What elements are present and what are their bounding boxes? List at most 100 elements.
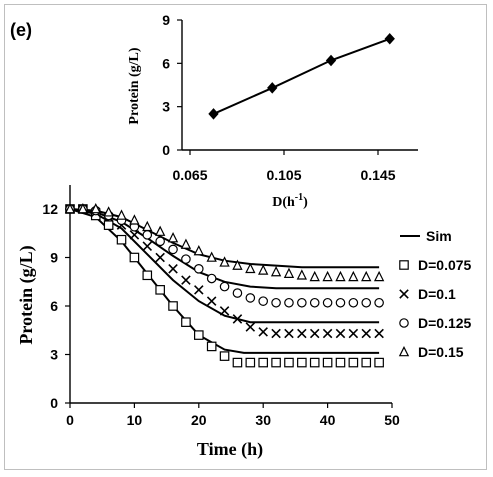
data-point-triangle [373, 270, 385, 282]
data-point-triangle [296, 269, 308, 280]
legend-marker-x [399, 289, 409, 299]
data-point-square [335, 357, 346, 368]
data-point-square [194, 330, 204, 340]
data-point-square [258, 357, 268, 368]
data-point-circle [194, 264, 204, 274]
data-point-x [194, 285, 204, 295]
data-point-square [219, 351, 230, 361]
inset-data-point-diamond [208, 108, 219, 120]
main-chart: Protein (g/L) Time (h) 0 10 20 30 40 50 0 3 6 9 12… [16, 185, 472, 460]
inset-y-axis-label: Protein (g/L) [127, 47, 142, 124]
data-point-triangle [270, 266, 282, 277]
data-point-circle [232, 288, 243, 298]
inset-x-tick-label: 0.145 [360, 167, 395, 183]
legend-label: D=0.1 [418, 286, 456, 302]
data-point-circle [335, 297, 346, 308]
data-point-circle [206, 273, 217, 284]
legend: Sim D=0.075 D=0.1 D=0.125 D=0.15 [398, 228, 472, 360]
data-point-circle [271, 297, 281, 308]
data-point-x [168, 264, 178, 274]
data-point-circle [297, 297, 307, 308]
data-point-square [168, 301, 178, 311]
main-x-tick-label: 0 [66, 412, 74, 428]
data-point-circle [168, 244, 178, 255]
data-point-triangle [309, 270, 320, 282]
data-point-square [284, 357, 294, 368]
main-x-axis-label: Time (h) [197, 439, 263, 460]
data-point-triangle [283, 267, 295, 278]
inset-data-point-diamond [325, 54, 337, 67]
inset-data-point-diamond [384, 33, 395, 45]
legend-marker-triangle [398, 345, 410, 357]
data-point-x [284, 328, 294, 339]
data-point-square [374, 357, 384, 368]
sim-line [69, 208, 380, 290]
data-point-triangle [361, 270, 372, 282]
data-point-circle [309, 297, 320, 308]
data-point-x [245, 322, 256, 332]
data-point-triangle [258, 264, 269, 275]
data-point-square [297, 357, 307, 368]
inset-y-tick-label: 6 [162, 55, 170, 71]
data-point-triangle [167, 232, 179, 243]
data-point-circle [322, 297, 333, 308]
data-point-x [219, 306, 230, 316]
inset-line [213, 37, 391, 115]
data-point-x [181, 275, 191, 285]
data-point-triangle [193, 244, 204, 256]
legend-label: Sim [426, 228, 452, 244]
data-point-square [129, 252, 140, 263]
data-point-x [309, 328, 320, 339]
data-point-triangle [322, 270, 333, 282]
inset-chart: Protein (g/L) D(h-1) 0.065 0.105 0.145 0 3 6 9 [127, 12, 418, 210]
inset-data-point-diamond [267, 82, 278, 94]
data-point-x [258, 327, 268, 337]
data-point-x [271, 328, 281, 339]
data-point-square [232, 357, 243, 368]
data-point-square [181, 317, 191, 327]
data-point-triangle [232, 259, 243, 270]
panel-label: (e) [10, 20, 32, 40]
data-point-triangle [129, 214, 140, 225]
data-point-x [374, 328, 384, 339]
data-point-triangle [116, 209, 127, 220]
legend-marker-circle [399, 318, 409, 328]
inset-x-tick-label: 0.105 [266, 167, 301, 183]
data-point-circle [361, 297, 372, 308]
data-point-triangle [180, 238, 192, 249]
data-point-x [142, 241, 153, 251]
data-point-x [361, 328, 372, 339]
main-y-tick-label: 6 [50, 298, 58, 314]
data-point-x [232, 314, 243, 324]
data-point-circle [181, 254, 191, 264]
data-point-triangle [64, 202, 76, 214]
data-point-triangle [206, 251, 217, 262]
data-point-triangle [142, 220, 153, 232]
inset-y-tick-label: 9 [162, 12, 170, 28]
figure-frame [4, 4, 487, 470]
data-point-x [335, 328, 346, 339]
data-point-circle [284, 297, 294, 308]
main-y-tick-label: 12 [42, 201, 58, 217]
data-point-circle [348, 297, 359, 308]
data-point-square [361, 357, 372, 368]
main-x-tick-label: 10 [127, 412, 143, 428]
data-point-square [116, 234, 127, 245]
data-point-x [322, 328, 333, 339]
data-point-x [348, 328, 359, 339]
data-point-circle [155, 236, 165, 247]
main-y-tick-label: 0 [50, 395, 58, 411]
data-point-circle [142, 230, 153, 240]
data-point-square [103, 220, 114, 230]
data-point-square [309, 357, 320, 368]
data-point-square [142, 270, 153, 281]
data-point-x [206, 296, 217, 306]
data-point-triangle [103, 206, 114, 217]
data-point-circle [374, 297, 384, 308]
legend-label: D=0.075 [418, 257, 472, 273]
data-point-circle [219, 281, 230, 292]
data-point-triangle [335, 270, 346, 282]
data-point-square [271, 357, 281, 368]
inset-y-tick-label: 0 [162, 142, 170, 158]
